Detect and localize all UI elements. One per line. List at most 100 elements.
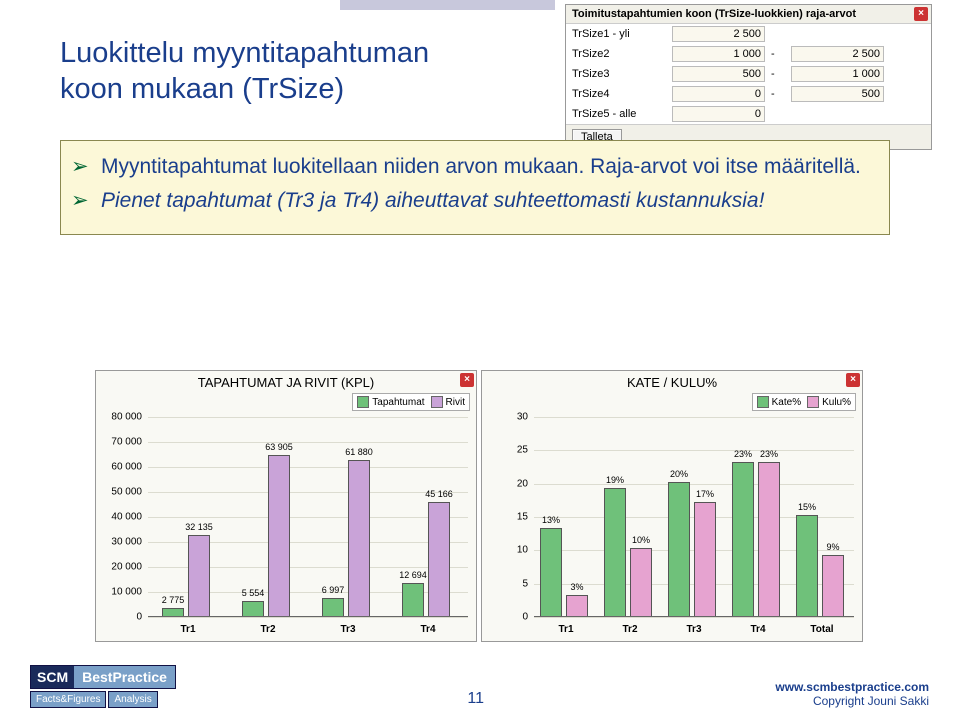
- chart2-legend: Kate% Kulu%: [752, 393, 856, 411]
- bullet-2: ➢ Pienet tapahtumat (Tr3 ja Tr4) aiheutt…: [71, 187, 871, 215]
- dialog-row: TrSize40-500: [566, 84, 931, 104]
- legend-label: Tapahtumat: [372, 397, 424, 408]
- bar: 12 694: [402, 583, 424, 617]
- x-axis-label: Tr3: [340, 624, 355, 635]
- dialog-row: TrSize3500-1 000: [566, 64, 931, 84]
- bar-label: 61 880: [345, 447, 373, 457]
- dialog-label: TrSize3: [572, 68, 672, 80]
- bar-label: 20%: [670, 469, 688, 479]
- chart2-plot: 13%3%Tr119%10%Tr220%17%Tr323%23%Tr415%9%…: [534, 417, 854, 617]
- bar-label: 9%: [826, 542, 839, 552]
- bar: 61 880: [348, 460, 370, 617]
- dialog-value[interactable]: 2 500: [672, 26, 765, 42]
- x-axis-label: Tr1: [180, 624, 195, 635]
- legend-label: Rivit: [446, 397, 465, 408]
- bar-label: 23%: [734, 449, 752, 459]
- charts-row: × TAPAHTUMAT JA RIVIT (KPL) Tapahtumat R…: [95, 370, 863, 642]
- bullet-mark: ➢: [71, 187, 91, 215]
- y-axis-label: 0: [102, 612, 142, 623]
- chart-kate-kulu: × KATE / KULU% Kate% Kulu% 13%3%Tr119%10…: [481, 370, 863, 642]
- y-axis-label: 60 000: [102, 462, 142, 473]
- bar-label: 17%: [696, 489, 714, 499]
- close-icon[interactable]: ×: [460, 373, 474, 387]
- bar: 23%: [732, 462, 754, 617]
- x-axis-label: Tr4: [750, 624, 765, 635]
- x-axis-label: Total: [810, 624, 833, 635]
- bar: 10%: [630, 548, 652, 617]
- legend-label: Kulu%: [822, 397, 851, 408]
- dialog-label: TrSize5 - alle: [572, 108, 672, 120]
- chart1-plot: 2 77532 135Tr15 55463 905Tr26 99761 880T…: [148, 417, 468, 617]
- y-axis-label: 80 000: [102, 412, 142, 423]
- bar: 19%: [604, 488, 626, 617]
- y-axis-label: 20 000: [102, 562, 142, 573]
- bar-label: 13%: [542, 515, 560, 525]
- bar-label: 32 135: [185, 522, 213, 532]
- bar: 6 997: [322, 598, 344, 617]
- y-axis-label: 30: [488, 412, 528, 423]
- bar: 5 554: [242, 601, 264, 617]
- dialog-label: TrSize1 - yli: [572, 28, 672, 40]
- footer: SCM BestPractice Facts&Figures Analysis …: [0, 665, 959, 708]
- y-axis-label: 25: [488, 445, 528, 456]
- x-axis-label: Tr3: [686, 624, 701, 635]
- legend-label: Kate%: [772, 397, 801, 408]
- y-axis-label: 10: [488, 545, 528, 556]
- y-axis-label: 20: [488, 478, 528, 489]
- dialog-value[interactable]: 0: [672, 86, 765, 102]
- page-number: 11: [176, 690, 775, 708]
- bar: 23%: [758, 462, 780, 617]
- bar-label: 10%: [632, 535, 650, 545]
- y-axis-label: 5: [488, 578, 528, 589]
- bar: 9%: [822, 555, 844, 617]
- y-axis-label: 0: [488, 612, 528, 623]
- chart1-legend: Tapahtumat Rivit: [352, 393, 470, 411]
- bar-label: 6 997: [322, 585, 345, 595]
- dialog-sep: -: [771, 48, 791, 60]
- dialog-value[interactable]: 0: [672, 106, 765, 122]
- dialog-label: TrSize4: [572, 88, 672, 100]
- bar: 15%: [796, 515, 818, 617]
- page-title: Luokittelu myyntitapahtuman koon mukaan …: [60, 35, 429, 108]
- bar: 17%: [694, 502, 716, 617]
- y-axis-label: 10 000: [102, 587, 142, 598]
- bar: 13%: [540, 528, 562, 617]
- bullet-text-2: Pienet tapahtumat (Tr3 ja Tr4) aiheuttav…: [101, 187, 764, 215]
- y-axis-label: 15: [488, 512, 528, 523]
- close-icon[interactable]: ×: [846, 373, 860, 387]
- dialog-value[interactable]: 500: [791, 86, 884, 102]
- dialog-row: TrSize21 000-2 500: [566, 44, 931, 64]
- x-axis-label: Tr2: [260, 624, 275, 635]
- tag-facts: Facts&Figures: [30, 691, 106, 708]
- bar-label: 15%: [798, 502, 816, 512]
- x-axis-label: Tr4: [420, 624, 435, 635]
- dialog-value[interactable]: 2 500: [791, 46, 884, 62]
- bar-label: 19%: [606, 475, 624, 485]
- decorative-bar: [340, 0, 555, 10]
- dialog-value[interactable]: 1 000: [791, 66, 884, 82]
- dialog-sep: -: [771, 88, 791, 100]
- bar: 63 905: [268, 455, 290, 617]
- scm-logo: SCM: [31, 666, 74, 688]
- y-axis-label: 30 000: [102, 537, 142, 548]
- bar-label: 5 554: [242, 588, 265, 598]
- y-axis-label: 50 000: [102, 487, 142, 498]
- bar-label: 12 694: [399, 570, 427, 580]
- dialog-sep: -: [771, 68, 791, 80]
- chart-tapahtumat: × TAPAHTUMAT JA RIVIT (KPL) Tapahtumat R…: [95, 370, 477, 642]
- close-icon[interactable]: ×: [914, 7, 928, 21]
- x-axis-label: Tr1: [558, 624, 573, 635]
- bullet-text-1: Myyntitapahtumat luokitellaan niiden arv…: [101, 153, 861, 181]
- title-line-2: koon mukaan (TrSize): [60, 71, 429, 107]
- y-axis-label: 70 000: [102, 437, 142, 448]
- bar-label: 3%: [570, 582, 583, 592]
- trsize-dialog: Toimitustapahtumien koon (TrSize-luokkie…: [565, 4, 932, 150]
- y-axis-label: 40 000: [102, 512, 142, 523]
- dialog-header: Toimitustapahtumien koon (TrSize-luokkie…: [566, 5, 931, 24]
- dialog-value[interactable]: 500: [672, 66, 765, 82]
- dialog-value[interactable]: 1 000: [672, 46, 765, 62]
- footer-right: www.scmbestpractice.com Copyright Jouni …: [775, 680, 929, 708]
- scm-badge: SCM BestPractice Facts&Figures Analysis: [30, 665, 176, 708]
- bullet-box: ➢ Myyntitapahtumat luokitellaan niiden a…: [60, 140, 890, 235]
- bar: 45 166: [428, 502, 450, 617]
